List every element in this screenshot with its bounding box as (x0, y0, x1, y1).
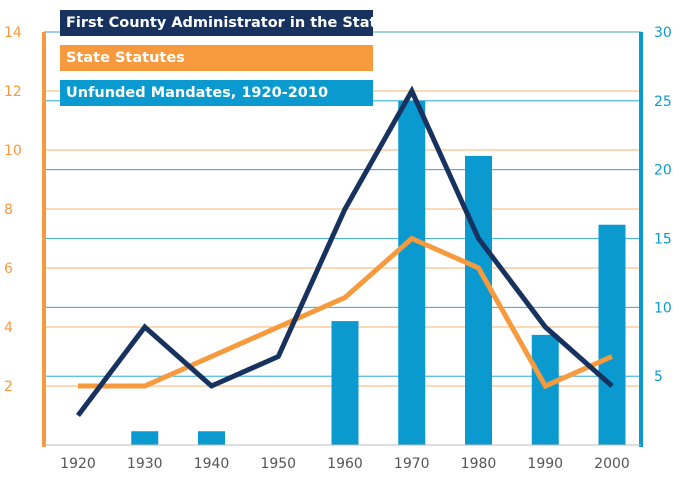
x-tick-label: 1950 (260, 456, 296, 472)
y-right-tick-label: 15 (654, 232, 672, 248)
bars (131, 100, 626, 445)
x-tick-label: 1940 (194, 456, 230, 472)
x-tick-label: 1930 (127, 456, 163, 472)
y-right-tick-label: 5 (654, 369, 663, 385)
y-left-tick-label: 2 (4, 379, 13, 395)
series-line (78, 235, 614, 390)
tick-labels: 2 4 6 8 10 12 14 5 10 15 20 25 30 1920 1930 1940 1950 196… (4, 25, 672, 472)
bar (398, 100, 426, 445)
y-left-tick-label: 14 (4, 25, 22, 41)
y-left-tick-label: 8 (4, 202, 13, 218)
legend-label-mandates: Unfunded Mandates, 1920-2010 (66, 85, 329, 101)
series-line (76, 85, 614, 418)
x-tick-label: 1960 (327, 456, 363, 472)
y-right-tick-label: 30 (654, 25, 672, 41)
x-tick-label: 2000 (594, 456, 630, 472)
legend-label-statutes: State Statutes (66, 50, 185, 66)
bar (131, 431, 159, 445)
x-tick-label: 1990 (527, 456, 563, 472)
bar (531, 334, 559, 445)
y-right-tick-label: 25 (654, 94, 672, 110)
bar (331, 321, 359, 445)
bar (198, 431, 225, 445)
y-right-tick-label: 20 (654, 163, 672, 179)
y-right-tick-label: 10 (654, 300, 672, 316)
x-tick-label: 1980 (461, 456, 497, 472)
legend-item-statutes: State Statutes (60, 45, 373, 71)
y-left-tick-label: 10 (4, 143, 22, 159)
axes (42, 32, 643, 447)
bar (598, 224, 626, 445)
y-left-tick-label: 12 (4, 84, 22, 100)
y-left-tick-label: 4 (4, 320, 13, 336)
legend-item-administrator: First County Administrator in the State (60, 10, 386, 36)
y-left-tick-label: 6 (4, 261, 13, 277)
bar (465, 155, 492, 445)
legend-label-administrator: First County Administrator in the State (66, 15, 387, 31)
x-tick-label: 1970 (394, 456, 430, 472)
legend-item-mandates: Unfunded Mandates, 1920-2010 (60, 80, 373, 106)
lines (76, 85, 614, 418)
x-tick-label: 1920 (60, 456, 96, 472)
